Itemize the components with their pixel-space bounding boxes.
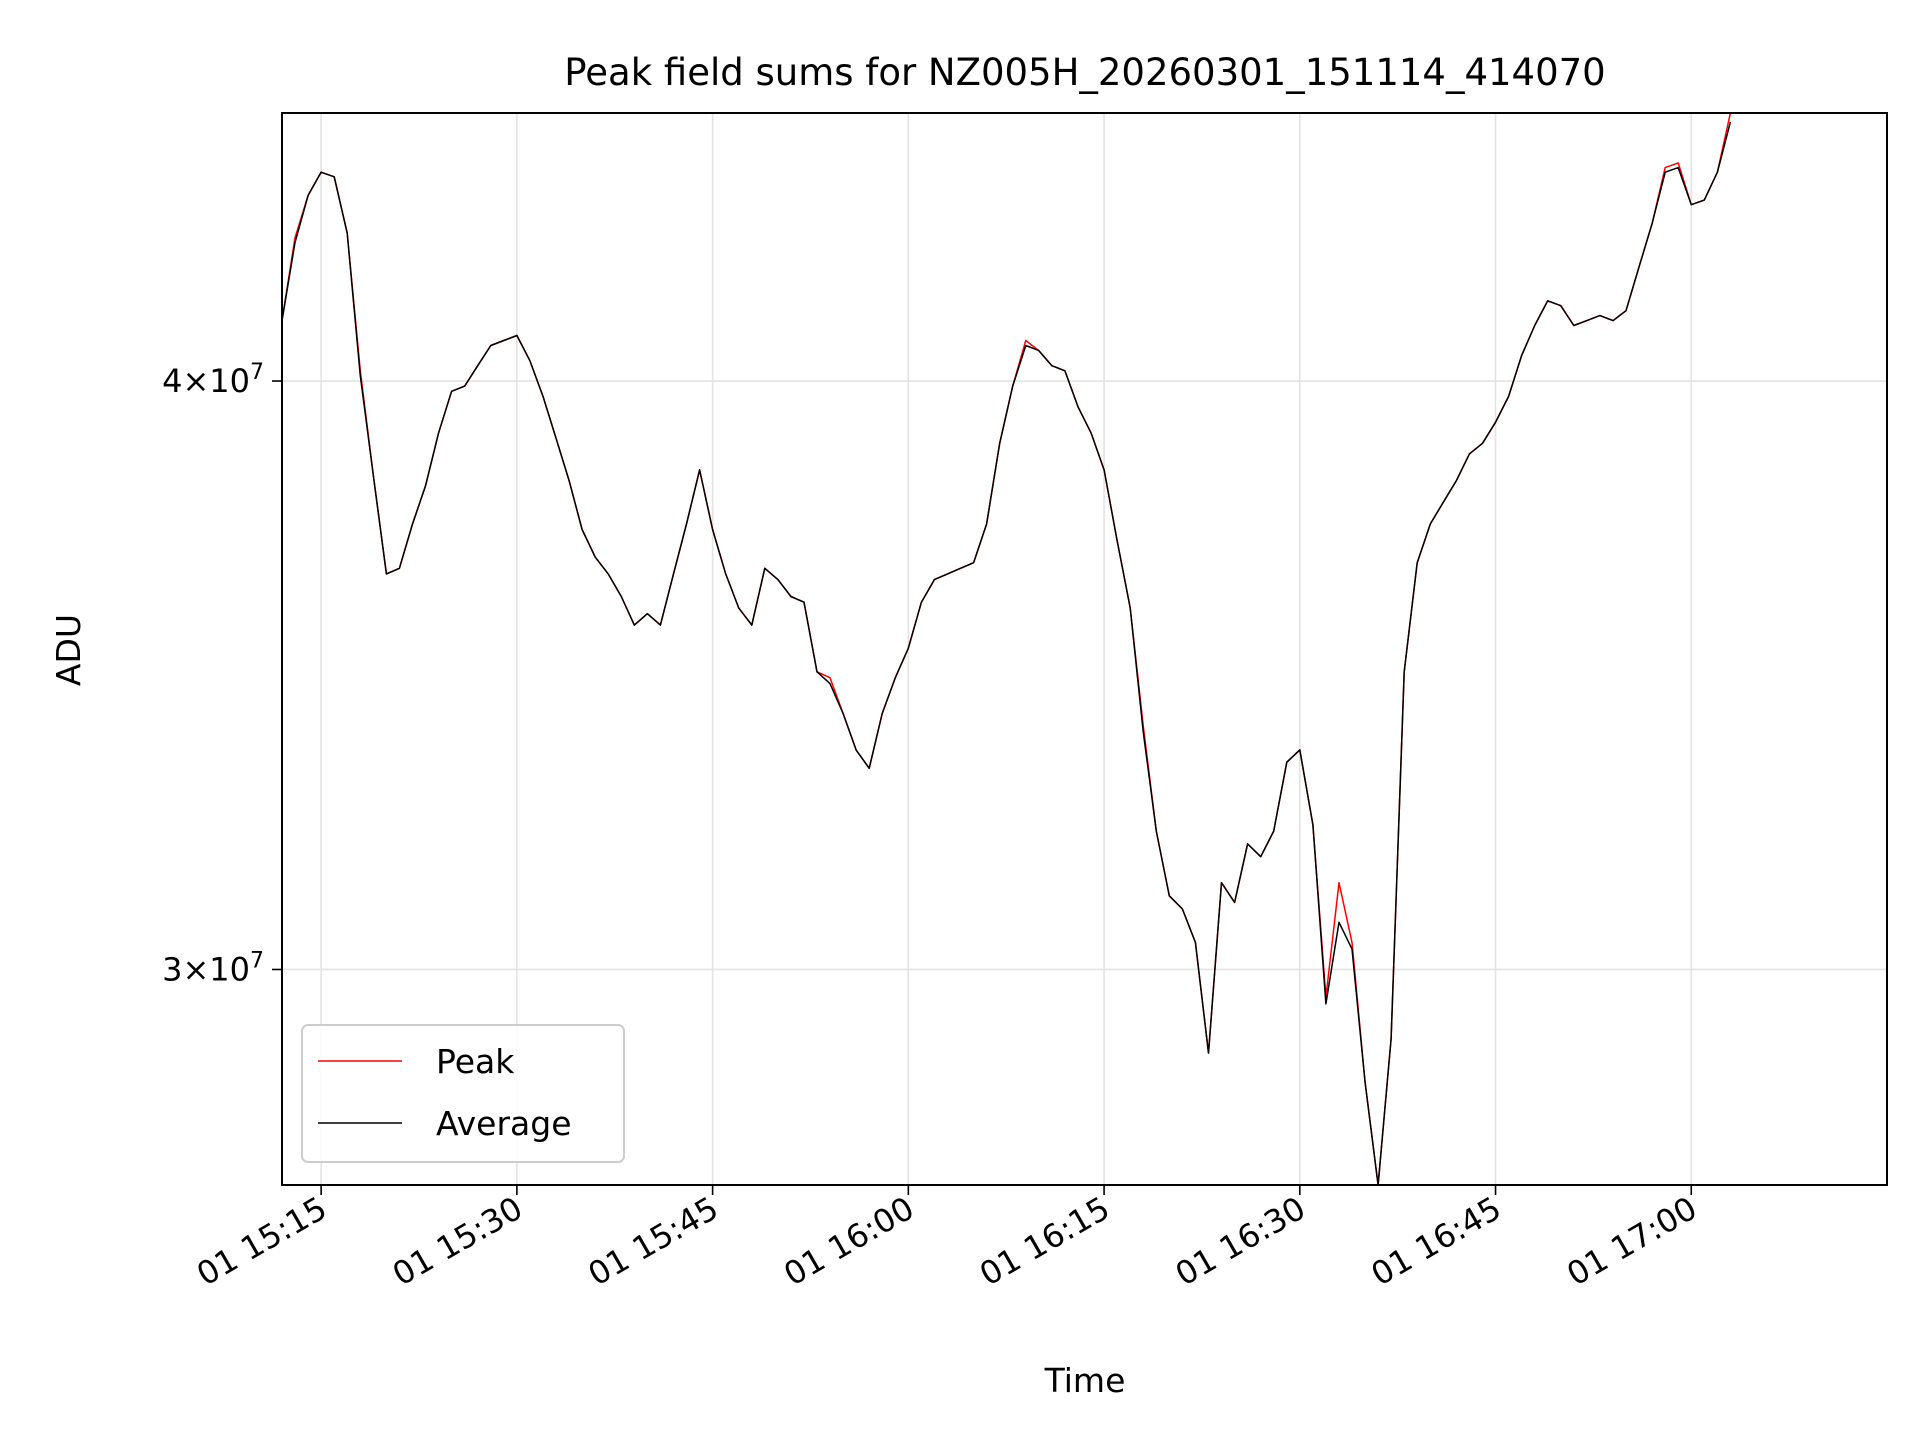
y-tick-exponent: 7	[250, 360, 264, 385]
series-line-average	[282, 121, 1732, 1185]
y-tick-label: 4×107	[162, 360, 264, 400]
y-tick-base: 4	[162, 362, 182, 400]
legend-box	[301, 1024, 625, 1163]
plot-frame	[281, 112, 1888, 1186]
y-axis-label: ADU	[49, 614, 88, 686]
y-tick-times: ×10	[182, 362, 250, 400]
legend-label-average: Average	[436, 1104, 572, 1143]
legend: Peak Average	[301, 1024, 625, 1163]
chart-title: Peak field sums for NZ005H_20260301_1511…	[564, 51, 1605, 94]
x-axis-label: Time	[1044, 1361, 1126, 1400]
legend-label-peak: Peak	[436, 1042, 515, 1081]
y-tick-times: ×10	[182, 950, 250, 988]
plot-lines	[282, 113, 1732, 1185]
y-tick-exponent: 7	[250, 948, 264, 973]
grid	[282, 113, 1887, 1185]
y-tick-label: 3×107	[162, 948, 264, 988]
y-tick-base: 3	[162, 950, 182, 988]
